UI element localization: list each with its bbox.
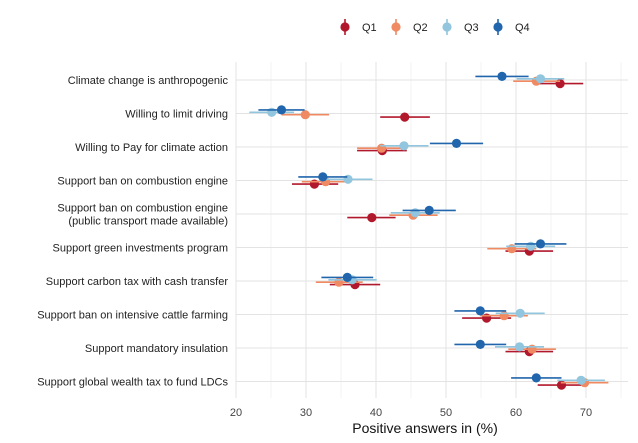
category-label: Support mandatory insulation [85, 343, 228, 355]
data-point [276, 105, 287, 115]
series-q3 [249, 74, 605, 385]
legend-key-dot [493, 22, 503, 32]
data-point [556, 380, 567, 390]
category-label: Support global wealth tax to fund LDCs [37, 377, 228, 389]
legend-item-q2: Q2 [391, 19, 428, 35]
data-point [555, 79, 565, 89]
category-label: Support ban on combustion engine [57, 176, 228, 188]
legend-key-dot [340, 22, 350, 32]
legend-item-q1: Q1 [340, 19, 377, 35]
series-q4 [258, 71, 567, 383]
category-label: Support ban on intensive cattle farming [37, 310, 228, 322]
data-marks [249, 71, 609, 390]
legend-label: Q1 [362, 22, 377, 34]
data-point [400, 112, 410, 122]
data-point [535, 239, 546, 249]
data-point [410, 208, 420, 218]
data-point [334, 277, 344, 287]
data-point [309, 179, 319, 189]
legend-key-dot [391, 22, 401, 32]
data-point [526, 241, 536, 251]
data-point [497, 71, 507, 81]
series-q1 [292, 79, 586, 390]
data-point [475, 306, 485, 316]
major-gridlines [235, 62, 628, 398]
category-label: Willing to Pay for climate action [75, 142, 228, 154]
legend-item-q4: Q4 [493, 19, 530, 35]
x-tick-label: 50 [440, 407, 452, 419]
data-point [267, 107, 277, 117]
legend-key-dot [442, 22, 452, 32]
data-point [300, 110, 310, 120]
series-q2 [281, 76, 609, 388]
legend-label: Q2 [413, 22, 428, 34]
category-label: Support carbon tax with cash transfer [46, 276, 229, 288]
data-point [399, 141, 409, 151]
data-point [499, 311, 509, 321]
x-tick-label: 30 [300, 407, 312, 419]
legend: Q1 Q2 Q3 Q4 [340, 19, 530, 35]
data-point [424, 205, 434, 215]
x-tick-label: 40 [370, 407, 382, 419]
x-axis-title: Positive answers in (%) [352, 420, 498, 436]
data-point [343, 174, 353, 184]
category-labels: Climate change is anthropogenic Willing t… [37, 75, 228, 389]
category-label: Support green investments program [53, 243, 228, 255]
data-point [535, 74, 546, 84]
legend-label: Q4 [515, 22, 530, 34]
category-label: Willing to limit driving [125, 109, 228, 121]
data-point [377, 143, 387, 153]
data-point [576, 375, 586, 385]
data-point [367, 213, 377, 223]
data-point [531, 373, 541, 383]
x-tick-label: 70 [580, 407, 592, 419]
data-point [514, 342, 525, 352]
data-point [451, 138, 462, 148]
x-tick-label: 20 [230, 407, 242, 419]
category-label: Support ban on combustion engine (public … [57, 203, 228, 228]
data-point [507, 244, 517, 254]
data-point [318, 172, 328, 182]
data-point [342, 272, 352, 282]
minor-gridlines [270, 62, 622, 398]
legend-item-q3: Q3 [442, 19, 479, 35]
x-tick-labels: 20 30 40 50 60 70 [230, 407, 592, 419]
x-tick-label: 60 [510, 407, 522, 419]
data-point [475, 339, 485, 349]
data-point [482, 313, 492, 323]
data-point [515, 308, 525, 318]
data-point [527, 344, 537, 354]
category-label: Climate change is anthropogenic [68, 75, 229, 87]
legend-label: Q3 [464, 22, 479, 34]
